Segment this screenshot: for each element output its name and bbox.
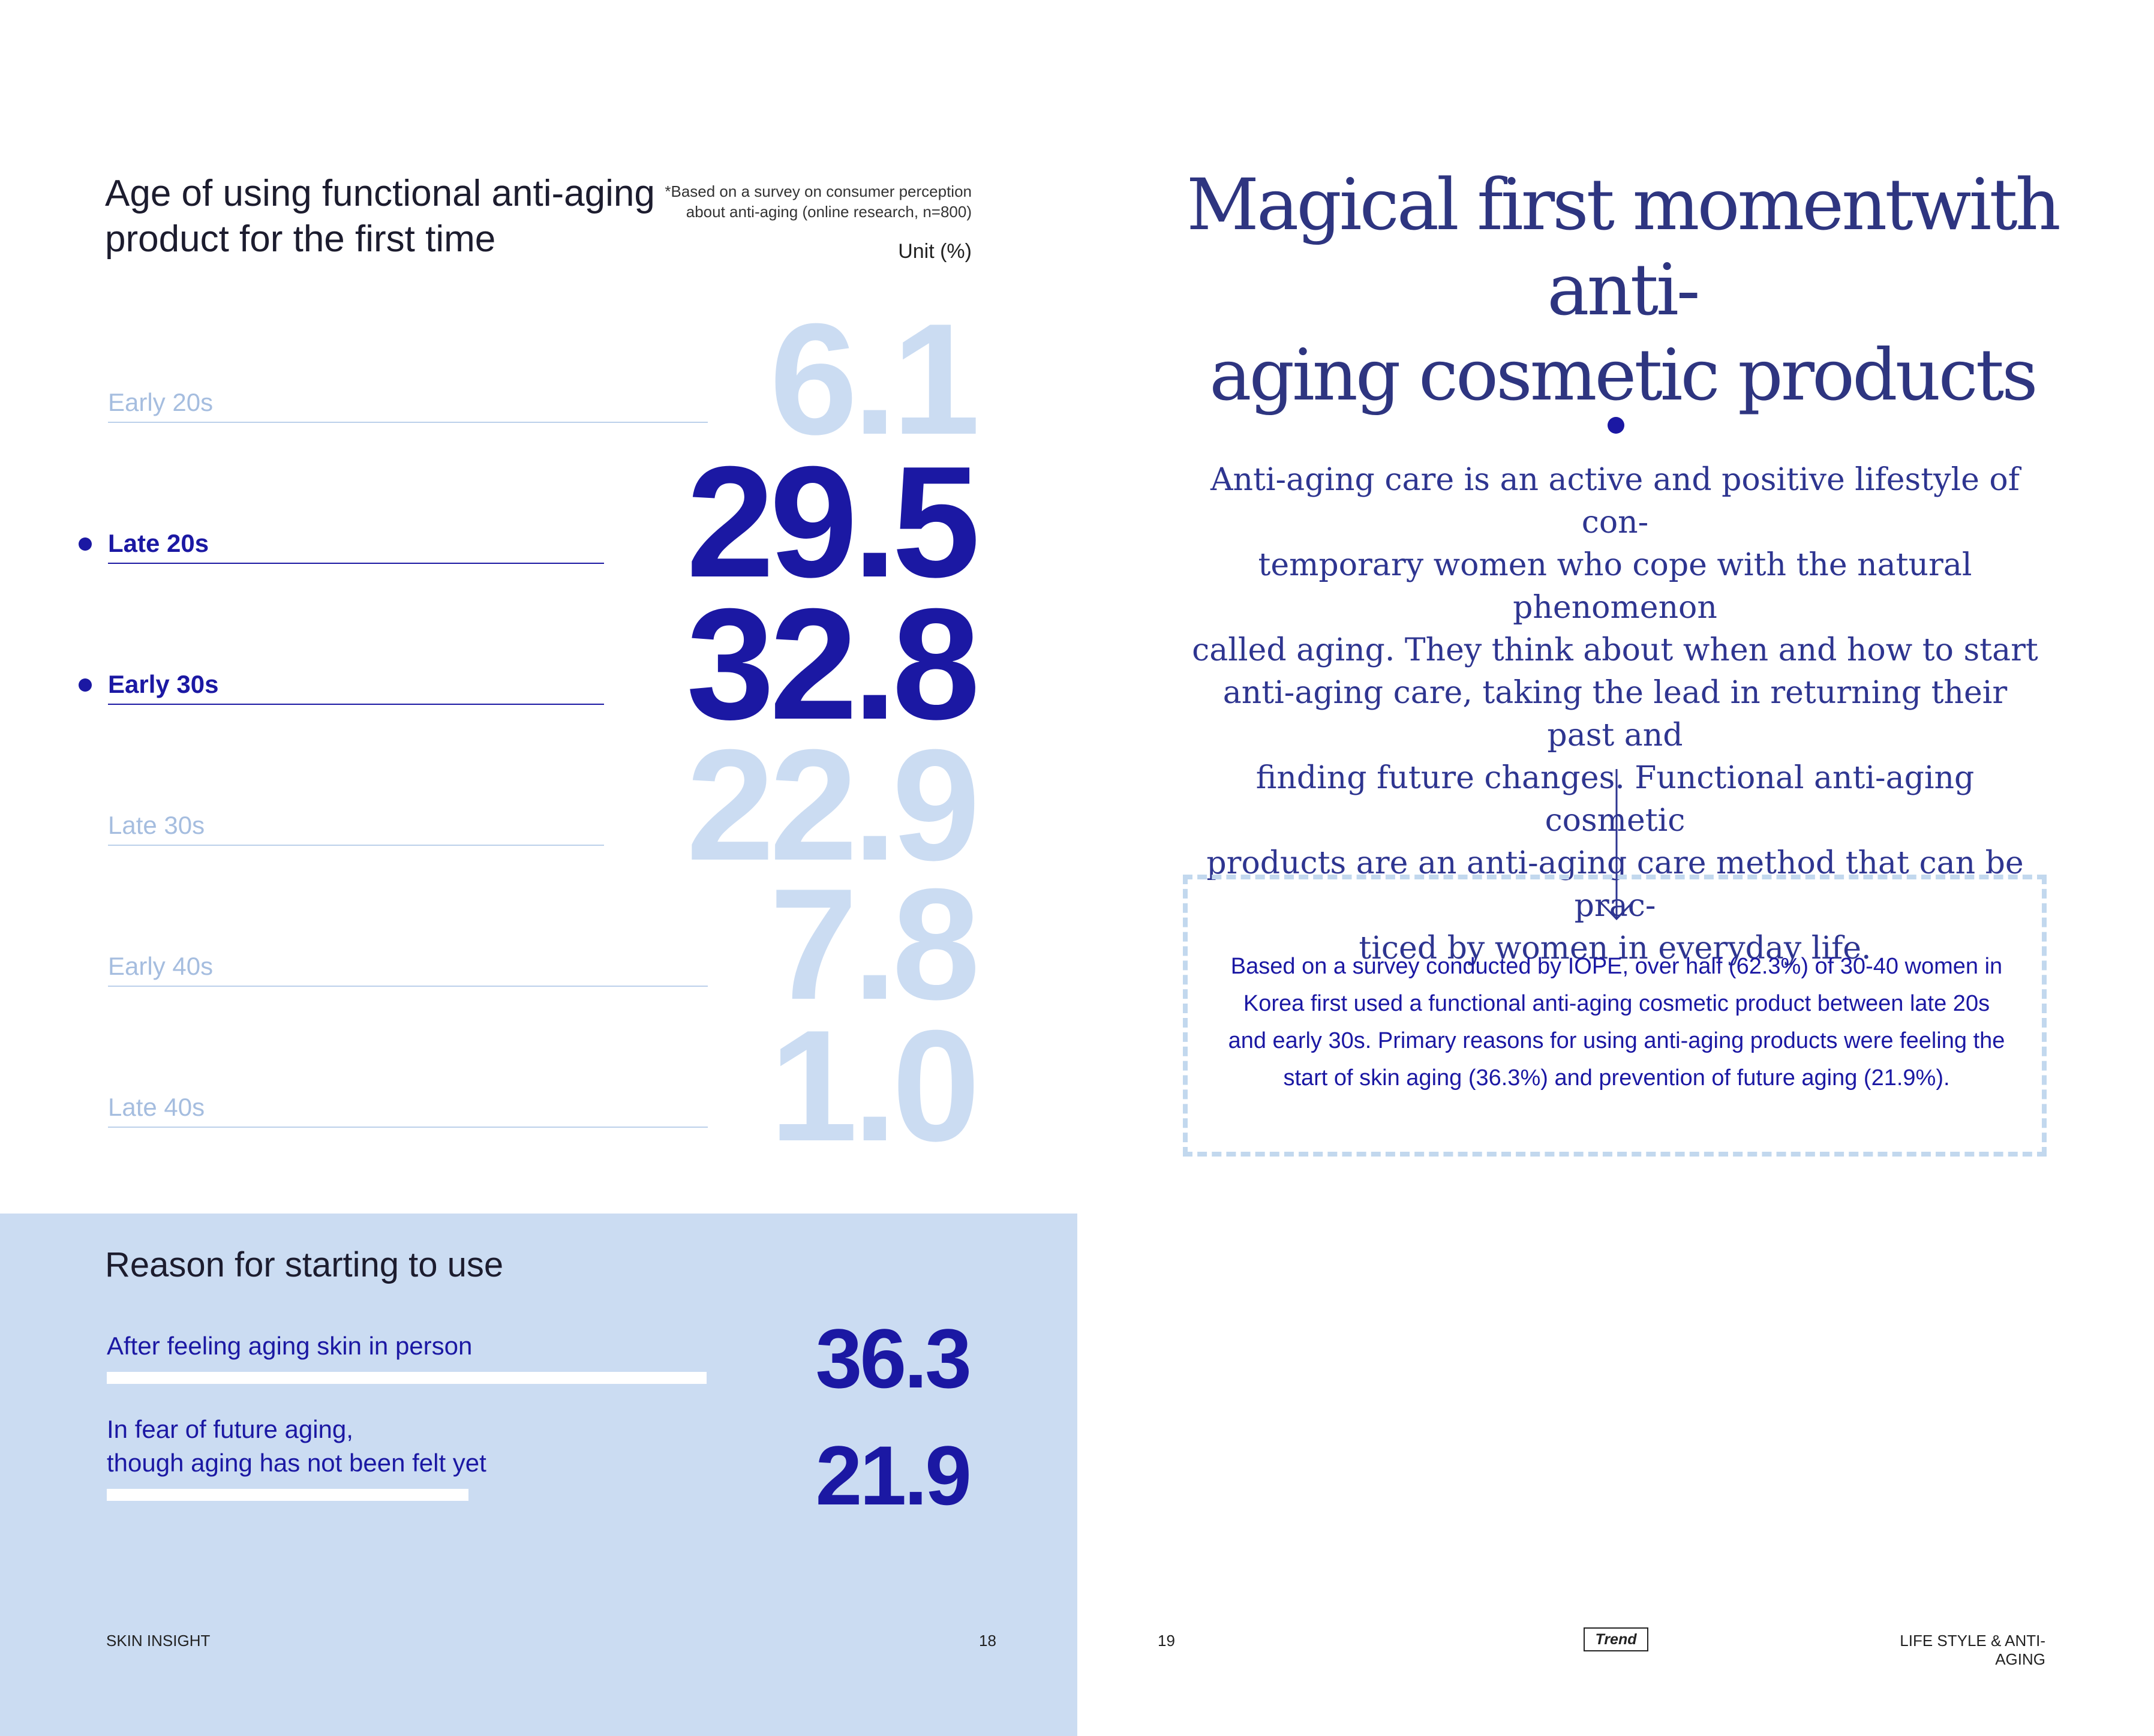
survey-footnote: *Based on a survey on consumer perceptio… xyxy=(600,181,972,222)
main-title-line-2: aging cosmetic products xyxy=(1209,334,2038,416)
age-line-early-40s xyxy=(108,986,708,987)
chart-title: Age of using functional anti-aging produ… xyxy=(105,173,655,260)
age-label-late-20s: Late 20s xyxy=(108,529,209,557)
age-label-early-30s: Early 30s xyxy=(108,670,219,698)
page-number-left: 18 xyxy=(979,1632,996,1650)
footer-publication: SKIN INSIGHT xyxy=(106,1632,211,1650)
age-label-late-40s: Late 40s xyxy=(108,1093,205,1121)
info-line: Korea first used a functional anti-aging… xyxy=(1243,991,1990,1016)
age-line-late-30s xyxy=(108,845,604,846)
page-number-right: 19 xyxy=(1158,1632,1175,1650)
value-late-20s: 29.5 xyxy=(686,433,980,610)
value-early-40s: 7.8 xyxy=(770,855,980,1032)
highlight-dot xyxy=(79,537,92,551)
age-line-late-20s xyxy=(108,563,604,564)
reason-label-1: After feeling aging skin in person xyxy=(107,1332,473,1360)
reason-label-2-line-2: though aging has not been felt yet xyxy=(107,1449,486,1477)
info-box xyxy=(1183,875,2047,1157)
age-line-late-40s xyxy=(108,1127,708,1128)
body-line: anti-aging care, taking the lead in retu… xyxy=(1222,675,2008,753)
section-badge: Trend xyxy=(1584,1627,1648,1651)
reason-title: Reason for starting to use xyxy=(105,1245,504,1284)
body-line: called aging. They think about when and … xyxy=(1192,632,2038,668)
reason-bar-1 xyxy=(107,1372,707,1384)
decorative-dot xyxy=(1608,417,1624,434)
main-title: Magical first momentwith anti- aging cos… xyxy=(1128,162,2117,418)
body-line: ticed by women in everyday life. xyxy=(1359,930,1871,966)
unit-label: Unit (%) xyxy=(898,240,972,263)
age-label-late-30s: Late 30s xyxy=(108,811,205,839)
reason-bar-2 xyxy=(107,1489,468,1501)
value-late-40s: 1.0 xyxy=(770,997,980,1174)
reason-value-1: 36.3 xyxy=(815,1311,972,1405)
age-line-early-20s xyxy=(108,422,708,423)
arrow-down-icon xyxy=(1599,769,1634,921)
info-line: and early 30s. Primary reasons for using… xyxy=(1228,1028,2005,1053)
value-early-30s: 32.8 xyxy=(686,575,980,752)
reason-label-2-line-1: In fear of future aging, xyxy=(107,1415,353,1443)
age-line-early-30s xyxy=(108,704,604,705)
reason-value-2: 21.9 xyxy=(815,1428,972,1522)
info-line: start of skin aging (36.3%) and preventi… xyxy=(1283,1065,1950,1091)
body-line: temporary women who cope with the natura… xyxy=(1258,547,1972,626)
body-line: finding future changes. Functional anti-… xyxy=(1255,760,1975,839)
footnote-line-2: about anti-aging (online research, n=800… xyxy=(686,203,972,221)
age-label-early-40s: Early 40s xyxy=(108,952,214,980)
main-title-line-1: Magical first momentwith anti- xyxy=(1186,163,2061,331)
reason-panel xyxy=(0,1214,1077,1736)
highlight-dot xyxy=(79,678,92,692)
value-early-20s: 6.1 xyxy=(770,290,980,467)
value-late-30s: 22.9 xyxy=(686,716,980,893)
footer-section: LIFE STYLE & ANTI-AGING xyxy=(1900,1632,2045,1668)
footnote-line-1: *Based on a survey on consumer perceptio… xyxy=(665,182,972,200)
body-line: Anti-aging care is an active and positiv… xyxy=(1210,462,2020,540)
age-label-early-20s: Early 20s xyxy=(108,388,214,416)
reason-label-2: In fear of future aging, though aging ha… xyxy=(107,1413,486,1480)
info-text: Based on a survey conducted by IOPE, ove… xyxy=(1224,948,2009,1097)
info-line: Based on a survey conducted by IOPE, ove… xyxy=(1230,954,2003,979)
